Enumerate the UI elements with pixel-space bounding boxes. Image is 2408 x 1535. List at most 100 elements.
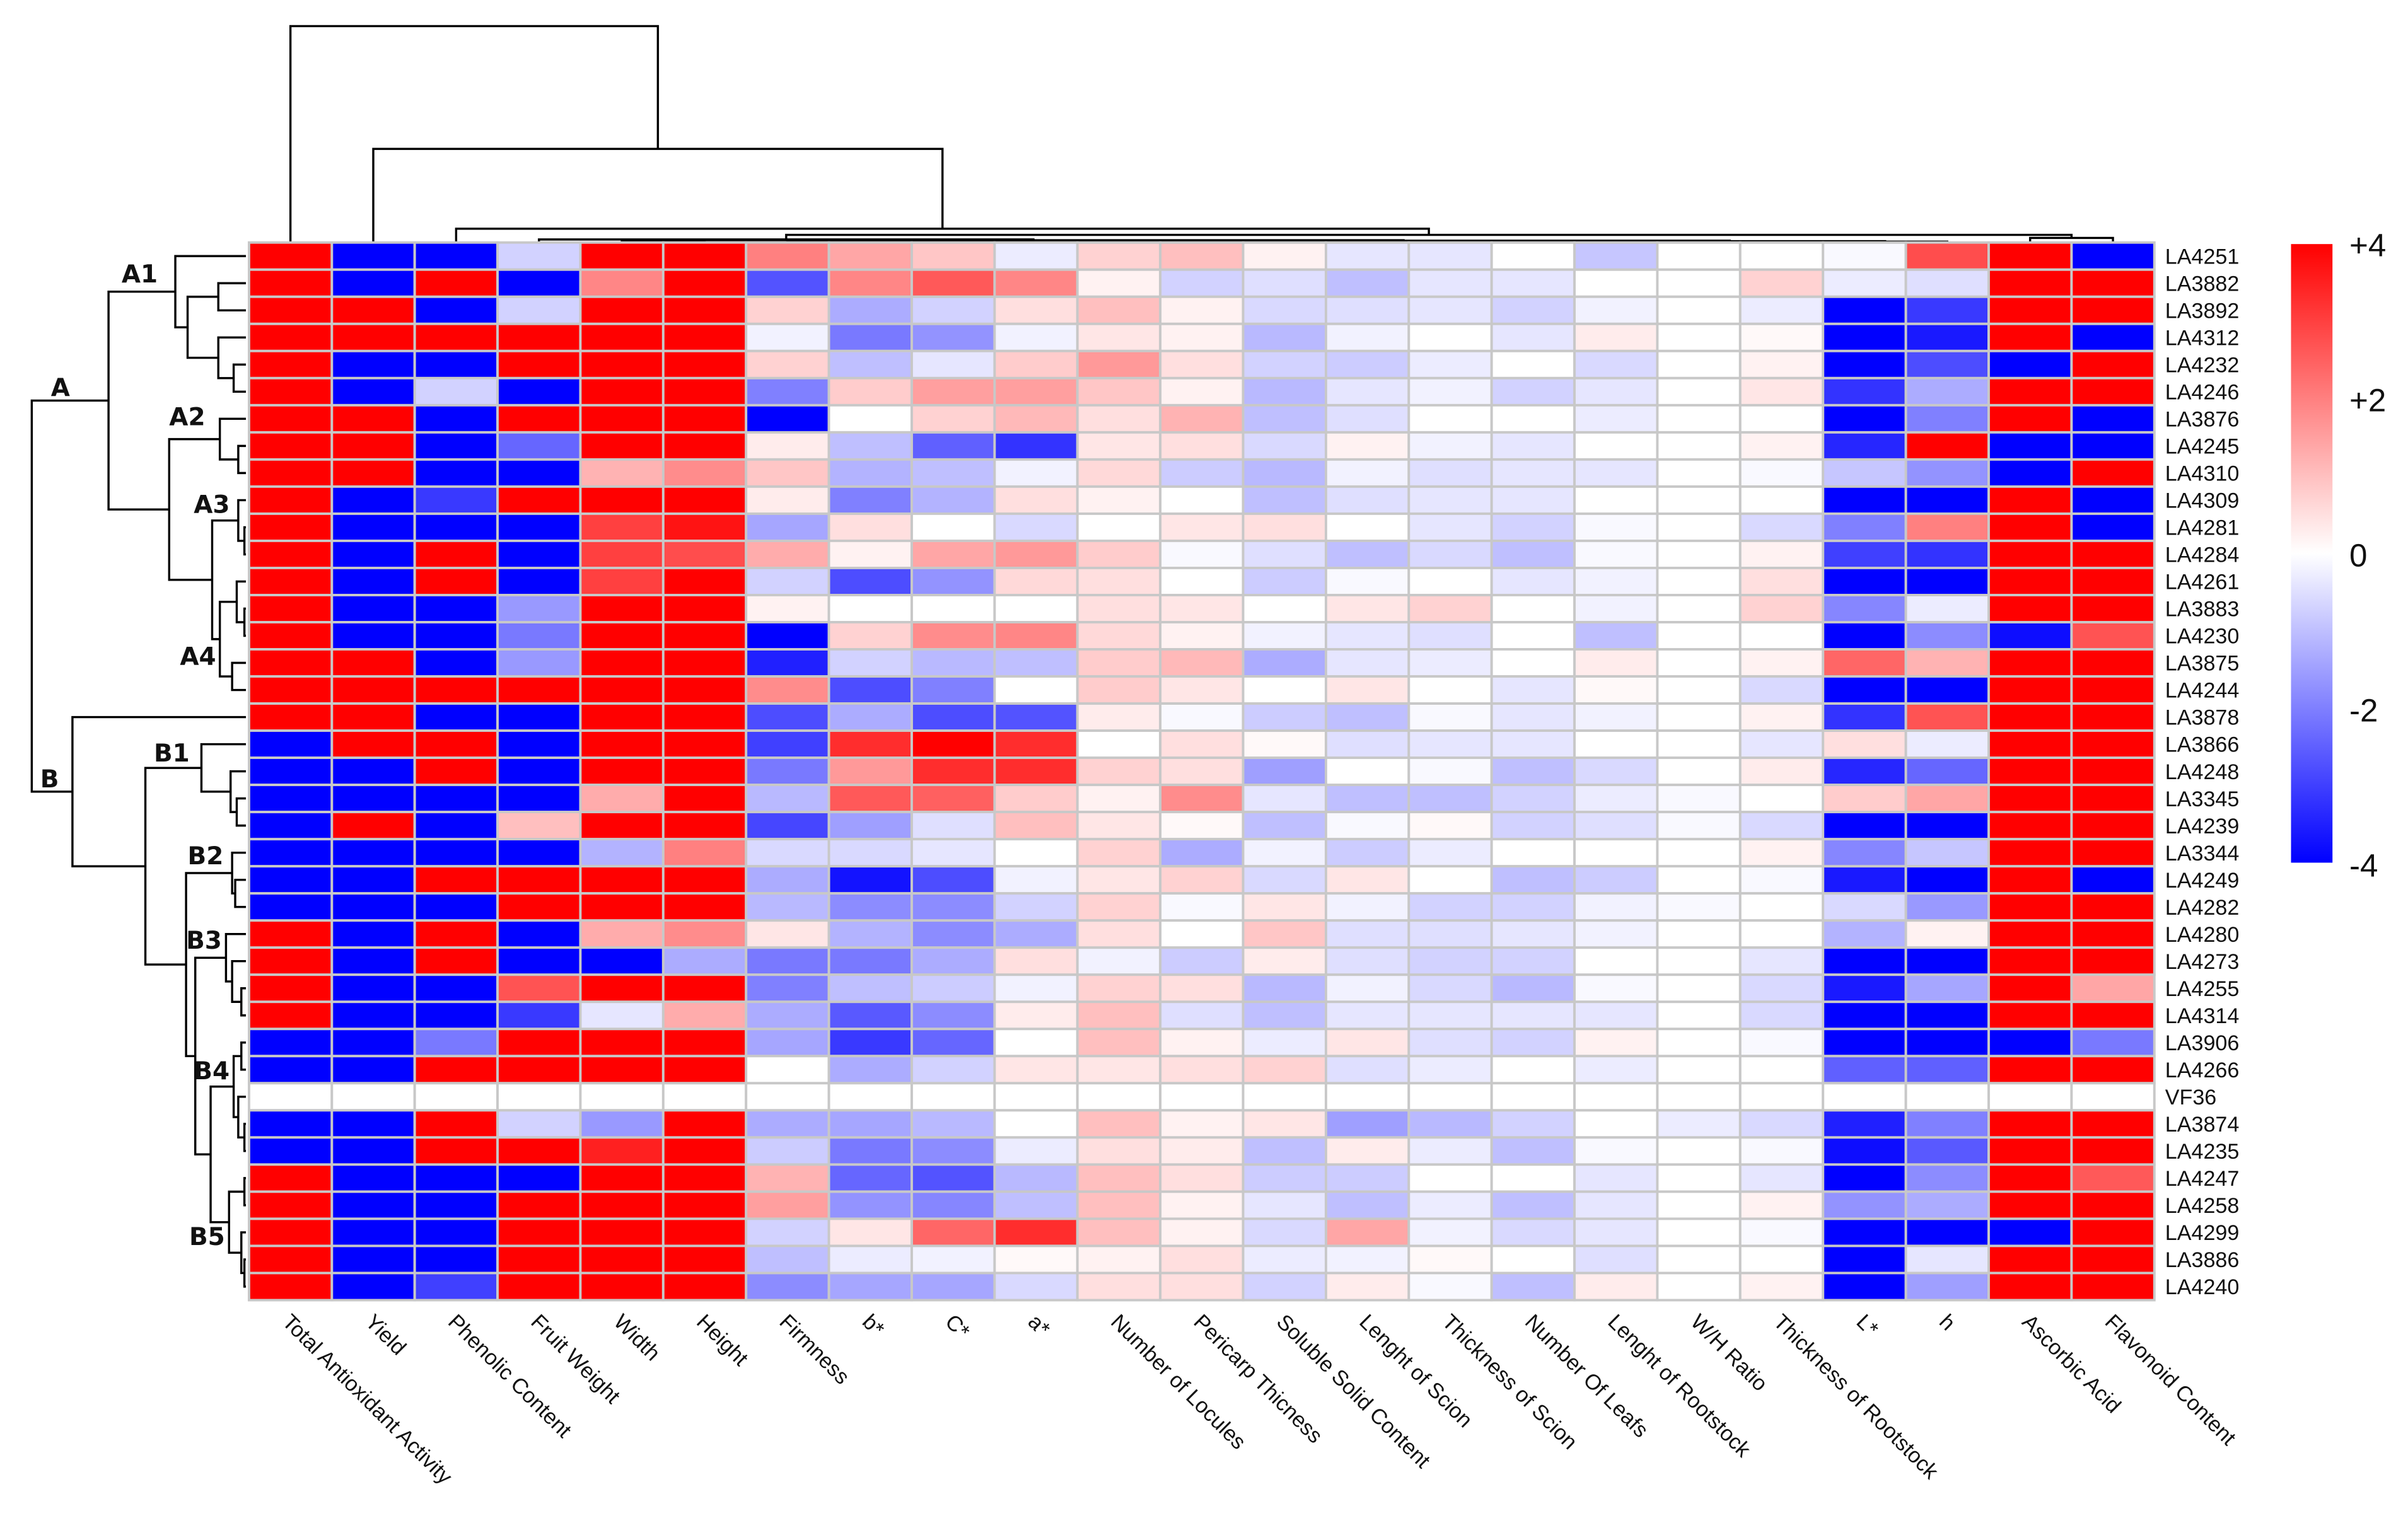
- heatmap-cells: [247, 241, 2156, 1302]
- cluster-label: A3: [194, 490, 230, 519]
- heatmap-cell: [330, 675, 416, 705]
- heatmap-cell: [247, 539, 334, 569]
- heatmap-cell: [579, 1082, 665, 1112]
- heatmap-cell: [1656, 1082, 1742, 1112]
- heatmap-cell: [661, 241, 748, 271]
- heatmap-cell: [1407, 376, 1493, 407]
- heatmap-cell: [496, 621, 582, 651]
- heatmap-cell: [1822, 675, 1907, 705]
- heatmap-cell: [247, 621, 334, 651]
- heatmap-cell: [2070, 919, 2156, 949]
- heatmap-cell: [1324, 458, 1410, 488]
- heatmap-cell: [1738, 1217, 1825, 1248]
- heatmap-cell: [745, 1217, 830, 1248]
- heatmap-cell: [1324, 1244, 1410, 1275]
- heatmap-cell: [1490, 838, 1576, 868]
- heatmap-cell: [330, 458, 416, 488]
- heatmap-cell: [993, 919, 1079, 949]
- heatmap-cell: [2070, 295, 2156, 325]
- row-label: LA4266: [2165, 1058, 2240, 1082]
- heatmap-cell: [579, 431, 665, 461]
- column-label: W/H Ratio: [1686, 1310, 1772, 1396]
- heatmap-cell: [1904, 1000, 1990, 1031]
- heatmap-cell: [661, 403, 748, 434]
- heatmap-cell: [413, 892, 499, 922]
- heatmap-cell: [1738, 1082, 1825, 1112]
- heatmap-cell: [579, 892, 665, 922]
- heatmap-cell: [827, 431, 913, 461]
- heatmap-cell: [1822, 295, 1907, 325]
- heatmap-cell: [330, 376, 416, 407]
- dendrogram-branch: [243, 1177, 247, 1207]
- heatmap-cell: [1738, 458, 1825, 488]
- heatmap-cell: [827, 973, 913, 1004]
- heatmap-cell: [745, 621, 830, 651]
- heatmap-cell: [1738, 1000, 1825, 1031]
- heatmap-cell: [413, 1000, 499, 1031]
- heatmap-cell: [247, 756, 334, 787]
- heatmap-cell: [1490, 268, 1576, 298]
- heatmap-cell: [413, 567, 499, 596]
- heatmap-cell: [579, 403, 665, 434]
- heatmap-cell: [1407, 1082, 1493, 1112]
- heatmap-cell: [1987, 621, 2073, 651]
- heatmap-cell: [1822, 322, 1907, 352]
- cluster-label: A2: [169, 403, 205, 431]
- heatmap-cell: [1159, 1217, 1245, 1248]
- heatmap-cell: [2070, 756, 2156, 787]
- heatmap-cell: [1822, 1082, 1907, 1112]
- heatmap-cell: [1159, 865, 1245, 895]
- heatmap-cell: [910, 865, 996, 895]
- heatmap-cell: [745, 1109, 830, 1139]
- heatmap-cell: [827, 675, 913, 705]
- heatmap-cell: [1076, 539, 1162, 569]
- heatmap-cell: [330, 865, 416, 895]
- heatmap-cell: [1076, 648, 1162, 678]
- heatmap-cell: [1738, 946, 1825, 976]
- heatmap-cell: [1242, 756, 1327, 787]
- dendrogram-branch: [289, 25, 660, 243]
- heatmap-cell: [413, 865, 499, 895]
- row-label: LA4232: [2165, 353, 2240, 377]
- heatmap-cell: [330, 485, 416, 515]
- heatmap-cell: [1324, 865, 1410, 895]
- heatmap-cell: [1656, 512, 1742, 542]
- heatmap-cell: [661, 1082, 748, 1112]
- heatmap-cell: [579, 512, 665, 542]
- heatmap-cell: [1490, 784, 1576, 814]
- heatmap-cell: [910, 1082, 996, 1112]
- heatmap-cell: [1076, 838, 1162, 868]
- heatmap-cell: [910, 1244, 996, 1275]
- heatmap-cell: [1159, 892, 1245, 922]
- heatmap-cell: [1904, 702, 1990, 733]
- heatmap-cell: [1822, 594, 1907, 623]
- heatmap-cell: [413, 1190, 499, 1220]
- heatmap-cell: [579, 973, 665, 1004]
- heatmap-cell: [1324, 349, 1410, 379]
- heatmap-cell: [1822, 729, 1907, 760]
- heatmap-cell: [661, 702, 748, 733]
- heatmap-cell: [496, 512, 582, 542]
- heatmap-cell: [330, 1000, 416, 1031]
- heatmap-cell: [1656, 811, 1742, 841]
- heatmap-cell: [330, 295, 416, 325]
- heatmap-cell: [1407, 1109, 1493, 1139]
- heatmap-cell: [661, 1136, 748, 1166]
- heatmap-cell: [247, 241, 334, 271]
- heatmap-cell: [413, 1244, 499, 1275]
- column-label: Width: [609, 1310, 665, 1365]
- heatmap-cell: [1822, 648, 1907, 678]
- heatmap-cell: [579, 1136, 665, 1166]
- cluster-label: B1: [154, 739, 190, 768]
- heatmap-cell: [330, 349, 416, 379]
- heatmap-cell: [496, 1163, 582, 1193]
- heatmap-cell: [1324, 1271, 1410, 1302]
- column-label: Firmness: [775, 1310, 854, 1389]
- heatmap-cell: [1904, 756, 1990, 787]
- heatmap-cell: [1076, 567, 1162, 596]
- heatmap-cell: [579, 1190, 665, 1220]
- heatmap-cell: [1324, 1217, 1410, 1248]
- heatmap-cell: [1490, 1109, 1576, 1139]
- heatmap-cell: [1407, 838, 1493, 868]
- heatmap-cell: [1738, 811, 1825, 841]
